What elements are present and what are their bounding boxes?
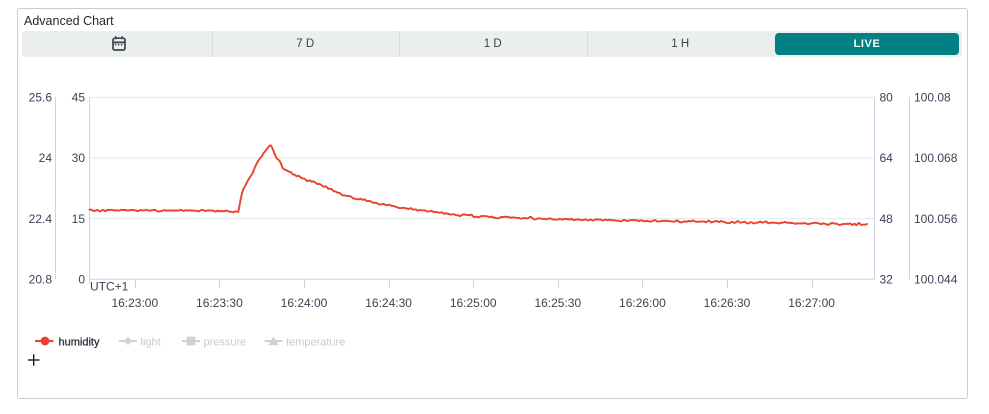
svg-text:48: 48 [880,212,894,226]
svg-text:100.068: 100.068 [914,151,958,165]
svg-text:15: 15 [72,212,86,226]
svg-text:20.8: 20.8 [29,273,53,287]
svg-text:16:24:30: 16:24:30 [365,296,412,310]
svg-text:30: 30 [72,151,86,165]
svg-text:16:27:00: 16:27:00 [788,296,835,310]
svg-text:temperature: temperature [286,337,345,349]
svg-text:16:25:00: 16:25:00 [450,296,497,310]
svg-text:16:23:30: 16:23:30 [196,296,243,310]
svg-text:45: 45 [72,91,86,105]
svg-text:16:26:30: 16:26:30 [704,296,751,310]
svg-text:24: 24 [39,151,53,165]
svg-text:UTC+1: UTC+1 [90,280,129,294]
svg-text:light: light [141,337,161,349]
svg-text:80: 80 [880,91,894,105]
svg-text:100.056: 100.056 [914,212,958,226]
svg-text:100.08: 100.08 [914,91,951,105]
svg-text:16:23:00: 16:23:00 [111,296,158,310]
svg-text:0: 0 [78,273,85,287]
svg-text:16:25:30: 16:25:30 [534,296,581,310]
svg-text:100.044: 100.044 [914,273,958,287]
svg-text:pressure: pressure [204,337,247,349]
svg-text:22.4: 22.4 [29,212,53,226]
svg-text:16:26:00: 16:26:00 [619,296,666,310]
svg-text:64: 64 [880,151,894,165]
svg-text:16:24:00: 16:24:00 [281,296,328,310]
svg-text:25.6: 25.6 [29,91,53,105]
svg-text:32: 32 [880,273,894,287]
svg-text:humidity: humidity [59,337,100,349]
